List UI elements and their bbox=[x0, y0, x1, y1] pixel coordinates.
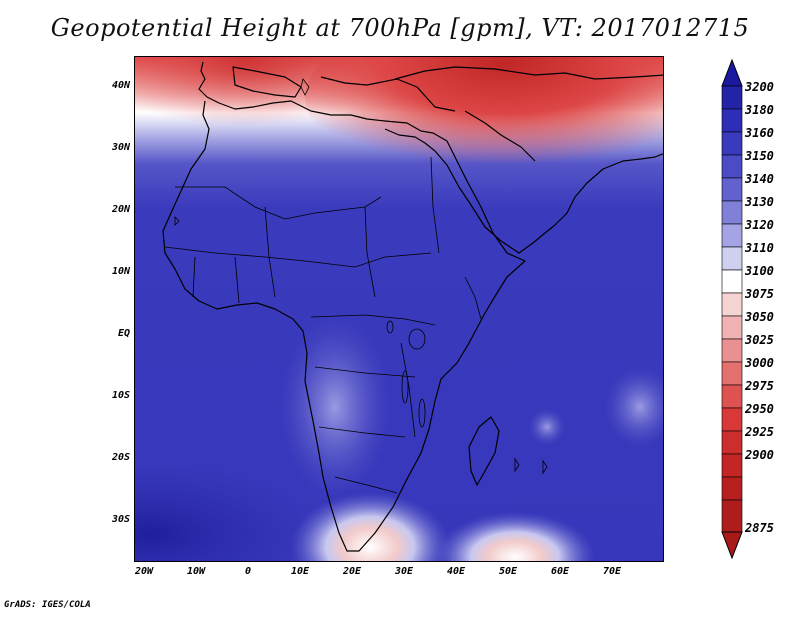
map-frame bbox=[134, 56, 664, 562]
colorbar-swatch bbox=[721, 131, 743, 156]
lon-label-0: 0 bbox=[244, 566, 252, 577]
colorbar-swatch bbox=[721, 85, 743, 110]
lat-label-40n: 40N bbox=[111, 80, 130, 91]
colorbar-swatch bbox=[721, 430, 743, 455]
light-zone-east bbox=[605, 367, 663, 447]
colorbar-swatch bbox=[721, 453, 743, 478]
map-title: Geopotential Height at 700hPa [gpm], VT:… bbox=[50, 14, 750, 42]
colorbar-swatch bbox=[721, 108, 743, 133]
colorbar-label: 3075 bbox=[745, 287, 774, 301]
colorbar-arrow-top bbox=[721, 58, 743, 87]
lon-label-20e: 20E bbox=[342, 566, 362, 577]
lat-label-30n: 30N bbox=[111, 142, 130, 153]
lat-label-20n: 20N bbox=[111, 204, 130, 215]
colorbar-label: 3150 bbox=[745, 149, 774, 163]
lat-label-10s: 10S bbox=[111, 390, 130, 401]
colorbar-label: 3120 bbox=[745, 218, 774, 232]
lon-label-20w: 20W bbox=[134, 566, 154, 577]
low-height-northeast bbox=[305, 57, 663, 182]
colorbar-label: 2925 bbox=[745, 425, 774, 439]
colorbar-swatch bbox=[721, 361, 743, 386]
colorbar-label: 3180 bbox=[745, 103, 774, 117]
colorbar-label: 3140 bbox=[745, 172, 774, 186]
geopotential-map bbox=[135, 57, 663, 561]
light-zone-madagascar-east bbox=[529, 409, 565, 445]
colorbar-label: 3130 bbox=[745, 195, 774, 209]
colorbar-label: 3160 bbox=[745, 126, 774, 140]
colorbar-arrow-bottom bbox=[721, 531, 743, 560]
coastlines bbox=[162, 61, 663, 552]
lon-label-50e: 50E bbox=[498, 566, 518, 577]
colorbar-swatch bbox=[721, 292, 743, 317]
lat-label-30s: 30S bbox=[111, 514, 130, 525]
low-height-northwest bbox=[135, 57, 375, 137]
colorbar-label: 3025 bbox=[745, 333, 774, 347]
colorbar-swatch bbox=[721, 499, 743, 533]
trough-southeast bbox=[435, 512, 595, 561]
colorbar-label: 2950 bbox=[745, 402, 774, 416]
colorbar-swatch bbox=[721, 200, 743, 225]
colorbar-swatch bbox=[721, 246, 743, 271]
colorbar-swatch bbox=[721, 223, 743, 248]
colorbar-swatch bbox=[721, 476, 743, 501]
lon-label-10e: 10E bbox=[290, 566, 310, 577]
colorbar-label: 2975 bbox=[745, 379, 774, 393]
lakes bbox=[386, 320, 426, 428]
lon-label-70e: 70E bbox=[602, 566, 622, 577]
colorbar-swatch bbox=[721, 338, 743, 363]
colorbar-label: 3100 bbox=[745, 264, 774, 278]
lon-label-10w: 10W bbox=[186, 566, 206, 577]
lon-label-30e: 30E bbox=[394, 566, 414, 577]
colorbar-label: 2875 bbox=[745, 521, 774, 535]
colorbar-swatch bbox=[721, 269, 743, 294]
lat-label-eq: EQ bbox=[117, 328, 130, 339]
footer-credit: GrADS: IGES/COLA bbox=[4, 600, 91, 610]
lon-label-60e: 60E bbox=[550, 566, 570, 577]
islands bbox=[174, 78, 548, 475]
trough-south-africa bbox=[290, 492, 450, 561]
light-zone-southern-africa bbox=[280, 317, 390, 497]
colorbar-swatch bbox=[721, 315, 743, 340]
colorbar-swatch bbox=[721, 384, 743, 409]
colorbar-label: 3000 bbox=[745, 356, 774, 370]
colorbar-swatch bbox=[721, 407, 743, 432]
colorbar-label: 3110 bbox=[745, 241, 774, 255]
country-borders bbox=[164, 156, 482, 494]
lat-label-20s: 20S bbox=[111, 452, 130, 463]
colorbar bbox=[721, 58, 743, 560]
colorbar-label: 2900 bbox=[745, 448, 774, 462]
lon-label-40e: 40E bbox=[446, 566, 466, 577]
colorbar-swatch bbox=[721, 154, 743, 179]
colorbar-swatch bbox=[721, 177, 743, 202]
lat-label-10n: 10N bbox=[111, 266, 130, 277]
colorbar-label: 3200 bbox=[745, 80, 774, 94]
colorbar-label: 3050 bbox=[745, 310, 774, 324]
